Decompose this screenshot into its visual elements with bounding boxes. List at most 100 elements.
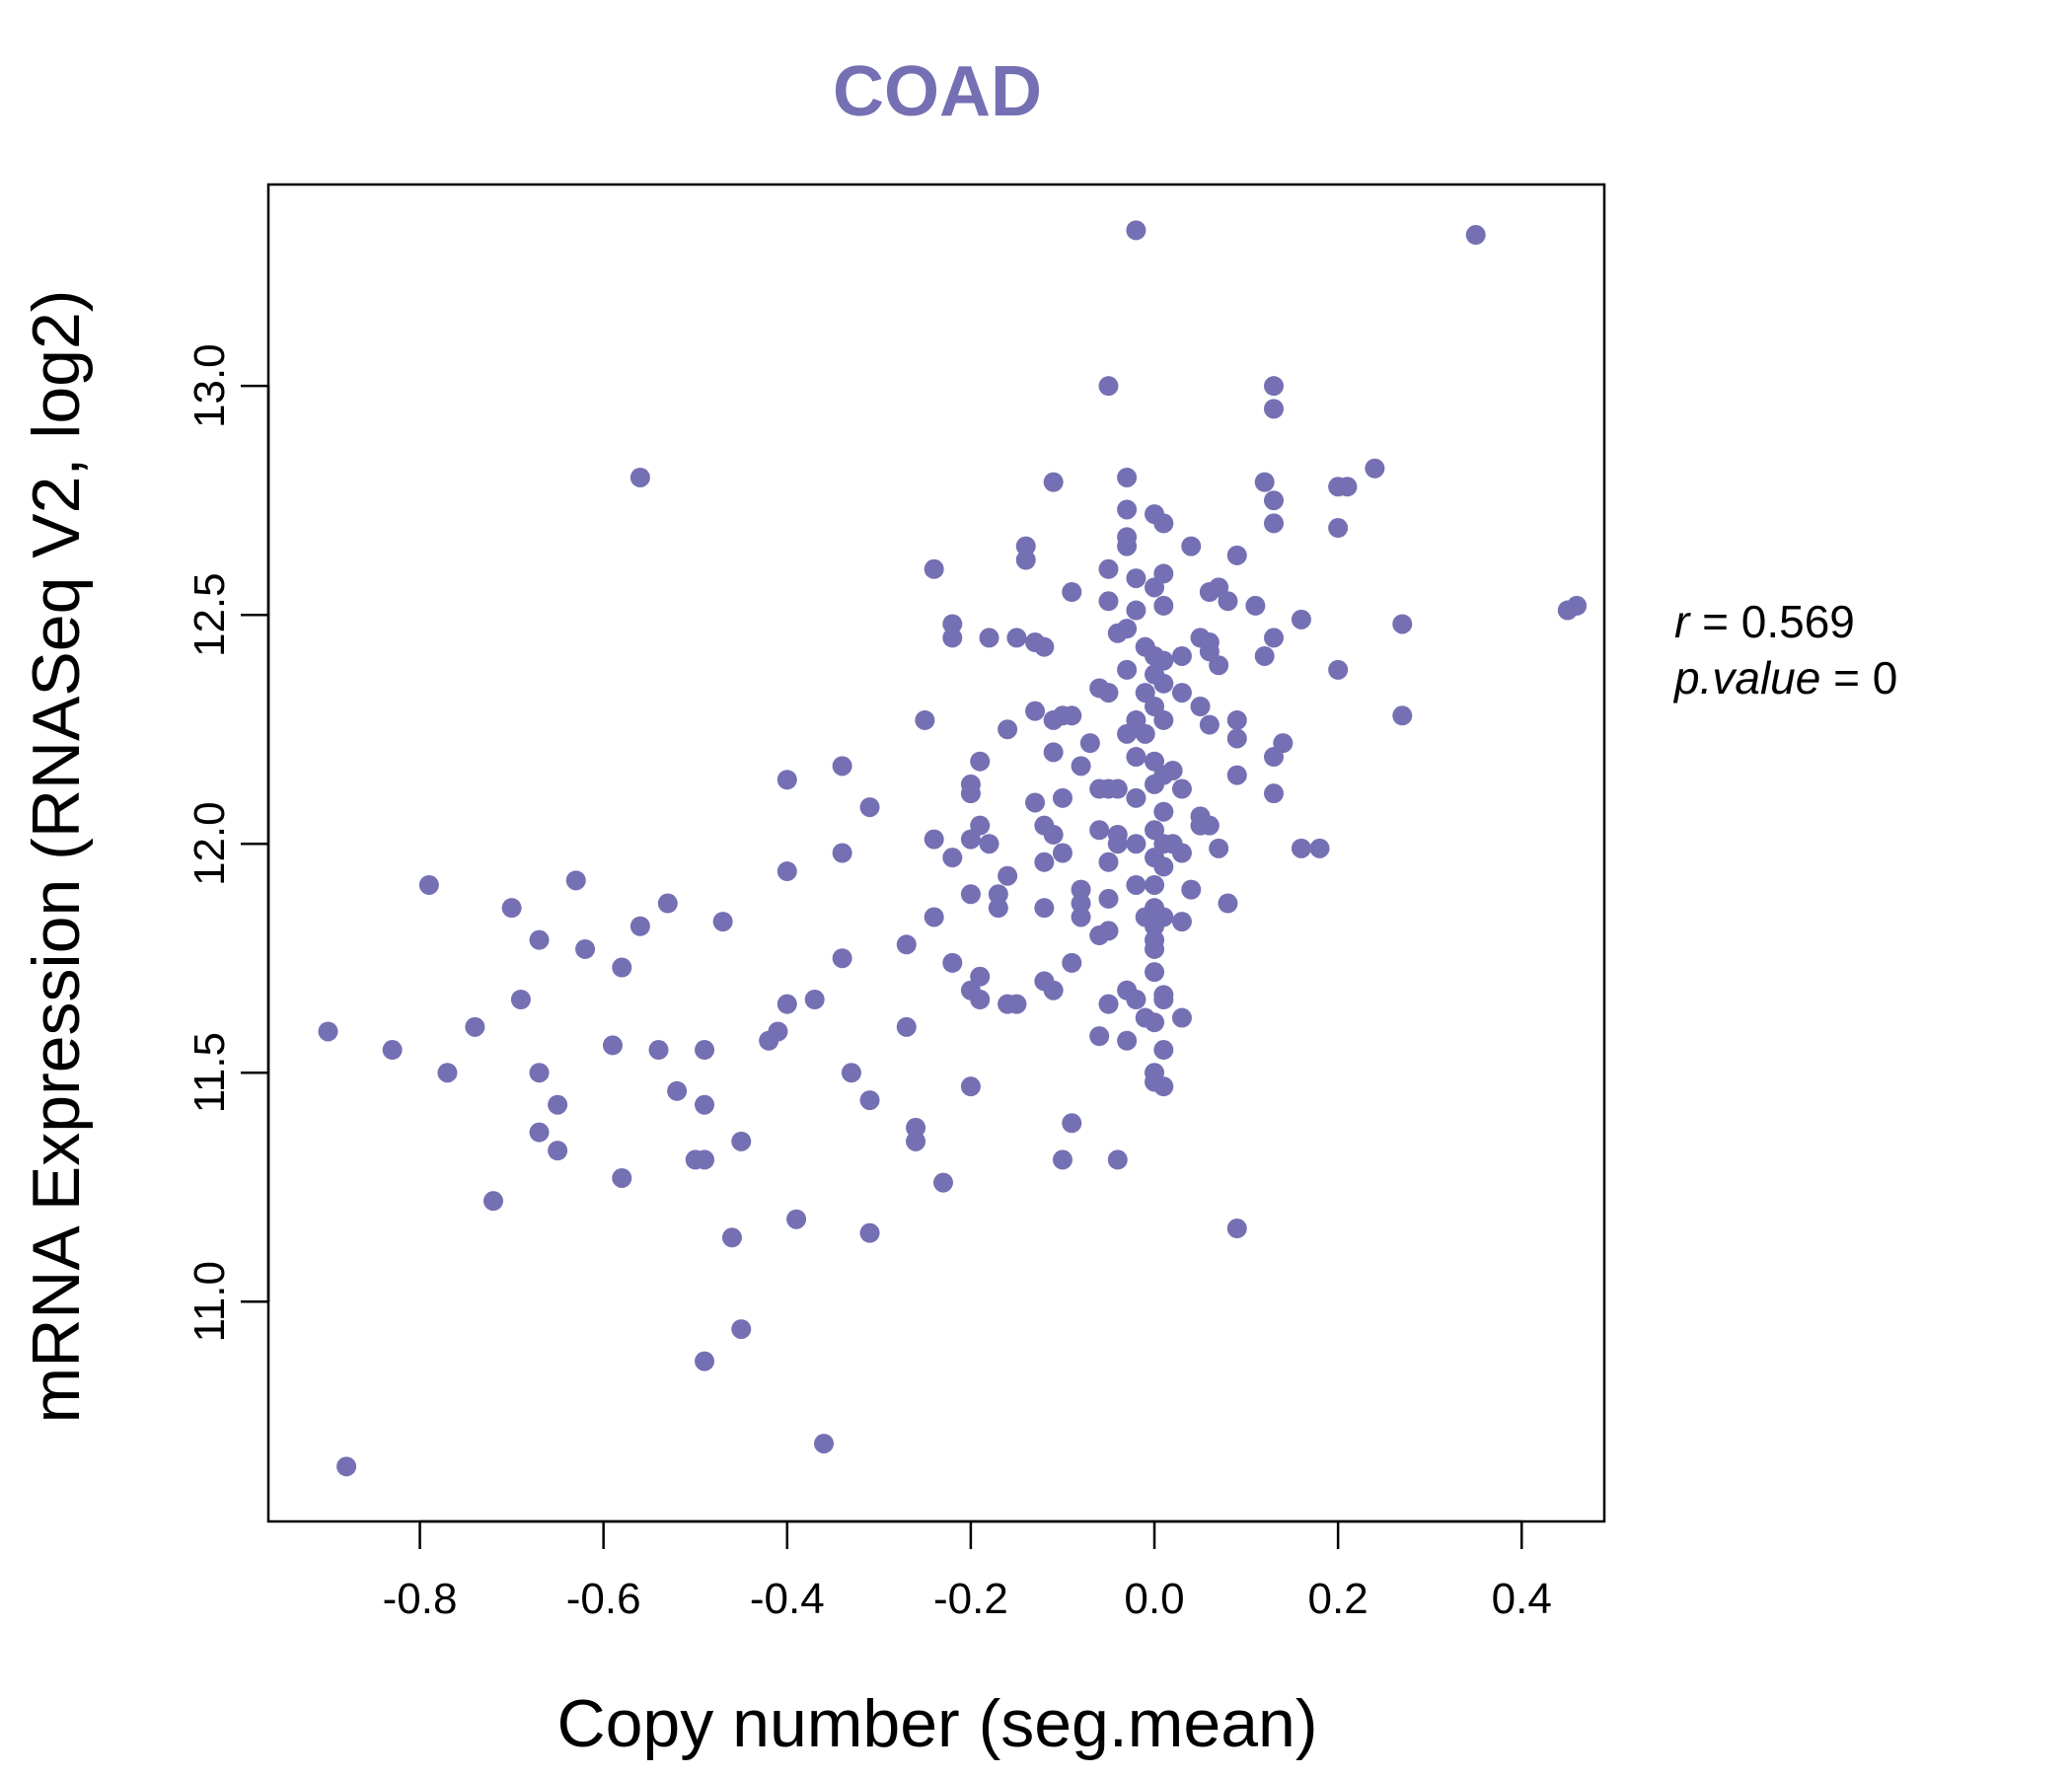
data-point: [906, 1117, 926, 1138]
data-point: [1145, 774, 1165, 794]
data-point: [1126, 834, 1147, 854]
data-point: [777, 861, 797, 882]
data-point: [731, 1319, 752, 1340]
data-point: [915, 709, 935, 730]
data-point: [1089, 925, 1110, 946]
data-point: [1171, 683, 1192, 703]
data-point: [1153, 989, 1174, 1009]
y-tick-label: 13.0: [185, 343, 234, 428]
data-point: [1171, 912, 1192, 932]
data-point: [1107, 778, 1128, 799]
data-point: [759, 1030, 779, 1051]
data-point: [1153, 595, 1174, 616]
data-point: [1263, 399, 1284, 419]
data-point: [1218, 591, 1238, 612]
data-point: [1226, 765, 1247, 785]
data-point: [1254, 472, 1275, 492]
data-point: [1171, 778, 1192, 799]
data-point: [1098, 851, 1119, 872]
data-point: [1089, 1026, 1110, 1047]
data-point: [1153, 801, 1174, 822]
data-point: [1079, 733, 1100, 754]
data-point: [437, 1063, 458, 1083]
data-point: [988, 898, 1008, 919]
x-axis: -0.8 -0.6 -0.4 -0.2 0.0 0.2 0.4: [383, 1519, 1552, 1623]
data-point: [1153, 1076, 1174, 1097]
data-point: [1263, 513, 1284, 534]
data-point: [1190, 697, 1211, 717]
data-point: [942, 628, 963, 648]
data-point: [1062, 581, 1082, 602]
data-point: [1052, 1149, 1073, 1170]
data-point: [1098, 591, 1119, 612]
data-point: [979, 628, 999, 648]
data-point: [1145, 938, 1165, 959]
data-point: [1171, 1007, 1192, 1028]
data-point: [1226, 709, 1247, 730]
data-point: [548, 1141, 568, 1161]
data-point: [1145, 1012, 1165, 1033]
data-point: [979, 834, 999, 854]
x-tick-label: 0.2: [1308, 1575, 1369, 1623]
data-point: [1171, 645, 1192, 666]
points-layer: [318, 220, 1588, 1477]
data-point: [510, 989, 531, 1009]
data-point: [1071, 907, 1091, 927]
data-point: [1015, 550, 1036, 570]
x-tick-label: 0.0: [1124, 1575, 1184, 1623]
data-point: [924, 907, 944, 927]
y-tick-label: 11.0: [185, 1261, 234, 1342]
correlation-stat: r = 0.569: [1674, 596, 1855, 647]
x-axis-label: Copy number (seg.mean): [556, 1686, 1317, 1761]
data-point: [1117, 723, 1138, 744]
data-point: [1365, 458, 1385, 479]
data-point: [1117, 467, 1138, 487]
data-point: [1126, 600, 1147, 621]
data-point: [1062, 705, 1082, 726]
data-point: [777, 994, 797, 1014]
data-point: [336, 1456, 357, 1477]
data-point: [1043, 709, 1064, 730]
data-point: [988, 884, 1008, 905]
data-point: [1291, 609, 1311, 629]
y-axis: 11.0 11.5 12.0 12.5 13.0: [185, 343, 270, 1342]
data-point: [1126, 747, 1147, 768]
data-point: [896, 1016, 917, 1037]
data-point: [1098, 994, 1119, 1014]
data-point: [1034, 851, 1055, 872]
r-value: 0.569: [1741, 596, 1855, 647]
data-point: [960, 829, 981, 850]
data-point: [1126, 989, 1147, 1009]
data-point: [1098, 888, 1119, 909]
data-point: [1062, 952, 1082, 973]
data-point: [1043, 980, 1064, 1000]
data-point: [1043, 472, 1064, 492]
data-point: [1153, 709, 1174, 730]
data-point: [612, 1167, 632, 1188]
data-point: [1153, 856, 1174, 877]
data-point: [565, 870, 586, 891]
chart-title: COAD: [833, 52, 1042, 131]
data-point: [1071, 879, 1091, 900]
data-point: [804, 989, 825, 1009]
data-point: [1171, 843, 1192, 863]
data-point: [382, 1040, 403, 1061]
stats-annotation: r = 0.569 p.value = 0: [1672, 596, 1897, 703]
data-point: [657, 893, 678, 914]
data-point: [924, 558, 944, 579]
data-point: [1145, 916, 1165, 936]
data-point: [1153, 673, 1174, 694]
data-point: [1337, 477, 1358, 497]
data-point: [1145, 874, 1165, 895]
data-point: [1126, 874, 1147, 895]
data-point: [1226, 545, 1247, 565]
data-point: [1209, 655, 1229, 676]
p-label: p.value: [1672, 652, 1820, 703]
data-point: [695, 1351, 715, 1371]
data-point: [501, 898, 522, 919]
data-point: [629, 916, 650, 936]
data-point: [1043, 824, 1064, 845]
data-point: [932, 1172, 953, 1193]
data-point: [1107, 834, 1128, 854]
